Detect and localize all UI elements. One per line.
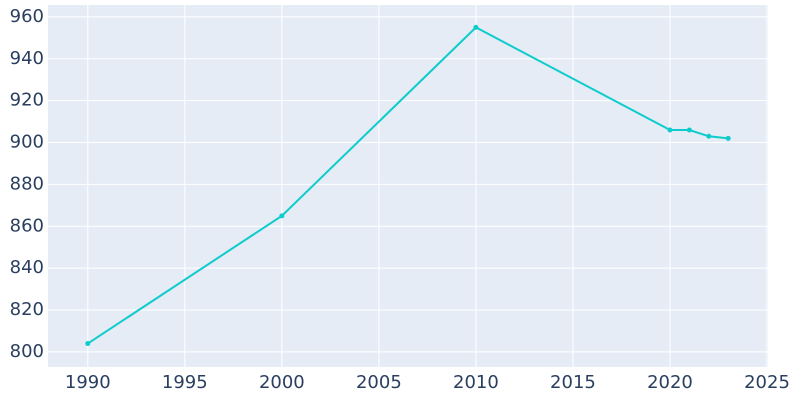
point: [279, 213, 285, 219]
x-tick-label: 2025: [744, 372, 790, 393]
x-tick-label: 2000: [259, 372, 305, 393]
plot-area: [48, 5, 768, 367]
point: [473, 24, 479, 30]
y-tick-label: 800: [10, 341, 44, 362]
y-tick-label: 940: [10, 48, 44, 69]
y-tick-label: 900: [10, 132, 44, 153]
x-tick-label: 2010: [453, 372, 499, 393]
point: [725, 135, 731, 141]
x-tick-label: 2015: [550, 372, 596, 393]
x-tick-label: 1990: [65, 372, 111, 393]
y-tick-label: 860: [10, 215, 44, 236]
x-tick-label: 1995: [162, 372, 208, 393]
y-tick-label: 840: [10, 257, 44, 278]
y-tick-label: 820: [10, 299, 44, 320]
y-tick-label: 920: [10, 90, 44, 111]
point: [706, 133, 712, 139]
y-tick-label: 880: [10, 173, 44, 194]
x-tick-label: 2020: [647, 372, 693, 393]
point: [667, 127, 673, 133]
point: [686, 127, 692, 133]
point: [85, 341, 91, 347]
x-tick-label: 2005: [356, 372, 402, 393]
y-tick-label: 960: [10, 6, 44, 27]
